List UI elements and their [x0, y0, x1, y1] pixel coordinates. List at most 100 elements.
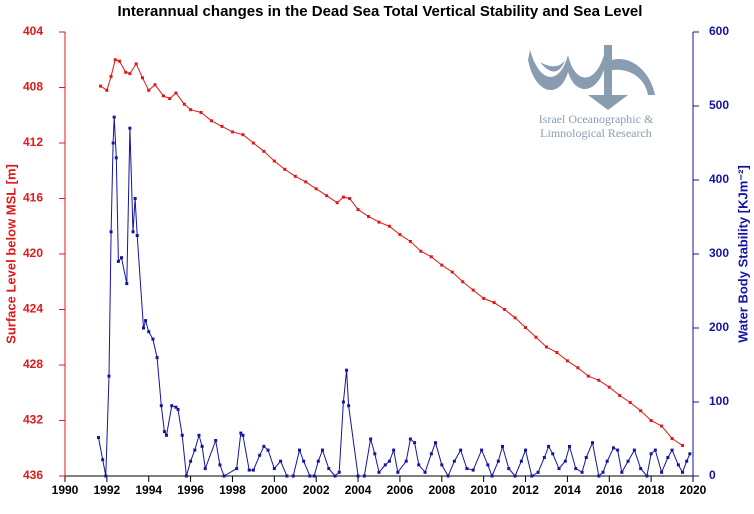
y-tick-label: 420 — [23, 246, 43, 260]
data-point — [645, 474, 649, 478]
data-point — [591, 441, 595, 445]
x-tick-label: 1994 — [135, 483, 162, 497]
data-point — [124, 70, 128, 74]
y-tick-label: 416 — [23, 191, 43, 205]
x-tick-label: 2020 — [680, 483, 707, 497]
data-point — [176, 407, 180, 411]
data-point — [534, 335, 538, 339]
data-point — [116, 259, 120, 263]
data-point — [607, 385, 611, 389]
data-point — [524, 448, 528, 452]
data-point — [316, 459, 320, 463]
data-point — [685, 459, 689, 463]
data-point — [377, 220, 381, 224]
x-tick-label: 2000 — [261, 483, 288, 497]
data-point — [200, 444, 204, 448]
data-point — [601, 470, 605, 474]
data-point — [203, 467, 207, 471]
data-point — [408, 437, 412, 441]
x-tick-label: 2016 — [596, 483, 623, 497]
data-point — [125, 282, 129, 286]
data-point — [632, 448, 636, 452]
data-point — [128, 126, 132, 130]
data-point — [142, 326, 145, 330]
data-point — [151, 337, 155, 341]
data-point — [387, 459, 391, 463]
data-point — [272, 159, 276, 163]
data-point — [377, 470, 381, 474]
data-point — [676, 463, 680, 467]
data-point — [584, 456, 588, 459]
data-point — [434, 441, 438, 445]
data-point — [308, 474, 312, 478]
data-point — [109, 74, 113, 78]
x-tick-label: 2018 — [638, 483, 665, 497]
data-point — [688, 452, 692, 456]
data-point — [235, 467, 239, 471]
data-point — [128, 72, 132, 76]
y2-tick-label: 400 — [709, 172, 729, 186]
data-point — [262, 444, 266, 448]
data-point — [597, 474, 601, 478]
data-point — [565, 359, 569, 363]
data-point — [222, 474, 226, 478]
data-point — [120, 256, 124, 260]
data-point — [574, 467, 578, 471]
data-point — [567, 444, 571, 448]
x-tick-label: 2014 — [554, 483, 581, 497]
x-tick-label: 2008 — [428, 483, 455, 497]
data-point — [555, 351, 559, 355]
data-point — [174, 405, 178, 409]
data-point — [333, 474, 337, 478]
data-point — [241, 433, 245, 437]
data-point — [193, 448, 197, 452]
y2-tick-label: 500 — [709, 98, 729, 112]
data-point — [162, 430, 166, 434]
data-point — [471, 468, 475, 472]
data-point — [230, 130, 234, 134]
data-point — [482, 296, 486, 300]
data-point — [542, 456, 546, 459]
data-point — [639, 467, 643, 471]
data-point — [105, 88, 109, 92]
data-point — [335, 201, 339, 205]
data-point — [293, 174, 297, 178]
data-point — [362, 474, 366, 478]
data-point — [347, 404, 351, 408]
data-point — [480, 448, 484, 452]
data-point — [174, 91, 178, 95]
data-point — [465, 467, 469, 471]
x-tick-label: 2012 — [512, 483, 539, 497]
data-point — [251, 141, 255, 145]
data-point — [404, 459, 408, 463]
data-point — [199, 110, 203, 114]
data-point — [471, 288, 475, 292]
data-point — [107, 374, 111, 378]
data-point — [440, 263, 444, 267]
y2-tick-label: 200 — [709, 320, 729, 334]
data-point — [314, 187, 318, 191]
y-tick-label: 404 — [23, 24, 43, 38]
y2-tick-label: 100 — [709, 394, 729, 408]
data-point — [660, 470, 664, 474]
y-tick-label: 408 — [23, 80, 43, 94]
logo: Israel Oceanographic & Limnological Rese… — [520, 38, 670, 142]
logo-background — [520, 38, 670, 142]
data-point — [576, 366, 580, 370]
data-point — [272, 467, 276, 471]
data-point — [101, 458, 105, 462]
data-point — [153, 83, 157, 87]
data-point — [519, 459, 523, 463]
data-point — [536, 470, 540, 474]
series-line — [98, 117, 691, 478]
data-point — [170, 404, 174, 408]
y-tick-label: 436 — [23, 468, 43, 482]
x-tick-label: 2004 — [345, 483, 372, 497]
data-point — [159, 404, 163, 408]
data-point — [182, 102, 186, 106]
data-point — [345, 368, 349, 372]
data-point — [429, 452, 433, 456]
data-point — [266, 448, 270, 452]
data-point — [524, 326, 528, 330]
